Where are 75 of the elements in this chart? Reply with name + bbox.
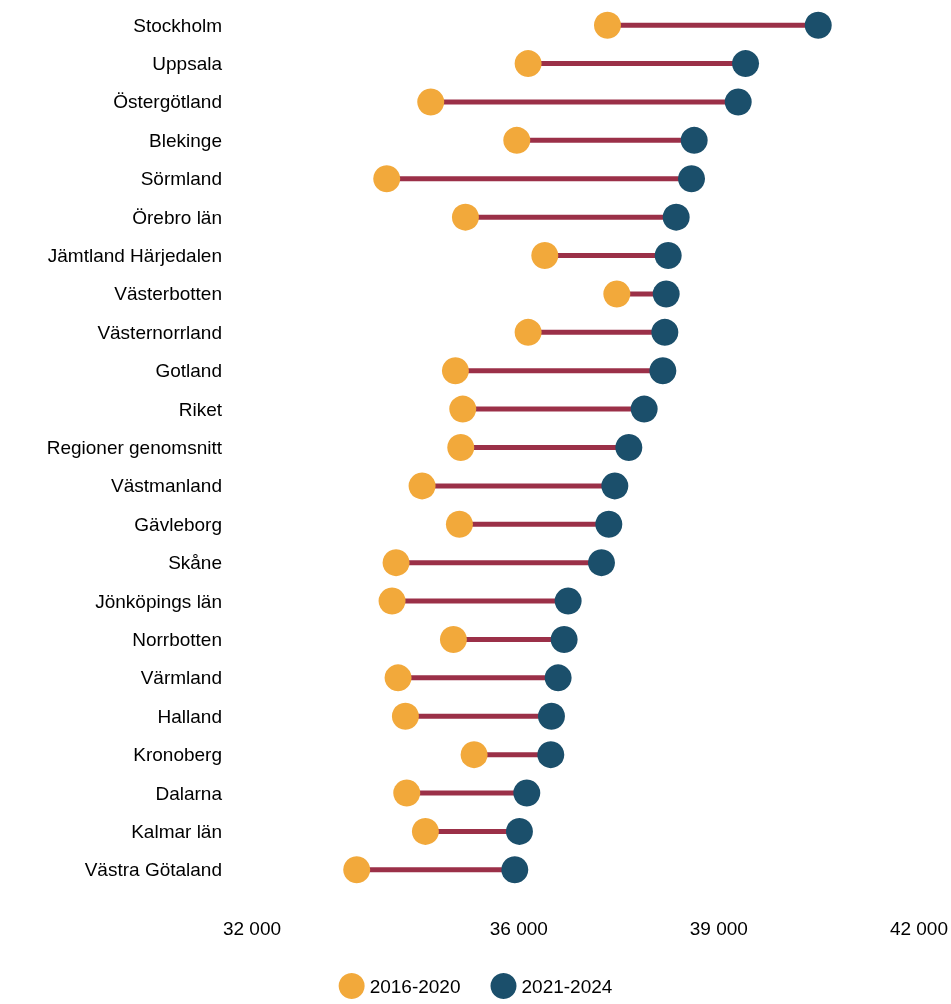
- y-tick-label: Västernorrland: [97, 321, 222, 343]
- y-tick-label: Stockholm: [133, 14, 222, 36]
- point: [449, 395, 477, 423]
- y-tick-label: Kalmar län: [131, 820, 222, 842]
- point: [652, 280, 680, 308]
- y-tick-label: Jönköpings län: [95, 590, 222, 612]
- point: [343, 856, 371, 884]
- point: [651, 318, 679, 346]
- point: [445, 510, 473, 538]
- y-tick-label: Kronoberg: [133, 744, 222, 766]
- point: [501, 856, 529, 884]
- legend-label: 2021-2024: [521, 975, 613, 997]
- y-tick-label: Värmland: [140, 667, 222, 689]
- point: [411, 817, 439, 845]
- point: [804, 11, 832, 39]
- point: [615, 434, 643, 461]
- point: [544, 664, 572, 692]
- point: [391, 702, 419, 730]
- point: [678, 165, 706, 193]
- point: [732, 50, 760, 78]
- point: [439, 625, 467, 653]
- y-tick-label: Jämtland Härjedalen: [47, 245, 222, 267]
- y-tick-label: Örebro län: [132, 206, 222, 228]
- point: [595, 510, 623, 538]
- x-tick-label: 39 000: [689, 918, 748, 939]
- y-tick-label: Västmanland: [111, 475, 222, 497]
- point: [384, 664, 412, 692]
- point: [378, 587, 406, 615]
- point: [531, 242, 559, 270]
- point: [514, 318, 542, 346]
- point: [537, 741, 565, 769]
- point: [382, 549, 410, 577]
- point: [373, 165, 401, 193]
- y-tick-label: Västra Götaland: [84, 859, 222, 881]
- point: [417, 88, 445, 116]
- point: [630, 395, 658, 423]
- x-tick-label: 32 000: [222, 918, 282, 939]
- point: [393, 779, 421, 807]
- point: [451, 203, 479, 231]
- point: [724, 88, 752, 116]
- point: [447, 434, 475, 461]
- y-tick-label: Sörmland: [140, 168, 222, 190]
- point: [601, 472, 629, 500]
- y-tick-label: Regioner genomsnitt: [46, 437, 223, 458]
- y-tick-label: Halland: [157, 705, 222, 727]
- x-tick-label: 36 000: [489, 918, 548, 939]
- y-tick-label: Gotland: [155, 360, 222, 382]
- point: [460, 741, 488, 769]
- point: [550, 625, 578, 653]
- point: [554, 587, 582, 615]
- legend-label: 2016-2020: [369, 975, 461, 997]
- y-tick-label: Blekinge: [149, 129, 222, 151]
- y-tick-label: Dalarna: [155, 782, 223, 804]
- point: [503, 126, 531, 154]
- point: [505, 817, 533, 845]
- y-tick-label: Uppsala: [152, 53, 223, 75]
- point: [662, 203, 690, 231]
- point: [537, 702, 565, 730]
- point: [514, 50, 542, 78]
- y-tick-label: Norrbotten: [132, 628, 222, 650]
- y-tick-label: Västerbotten: [114, 283, 222, 305]
- point: [408, 472, 436, 500]
- point: [680, 126, 708, 154]
- y-tick-label: Östergötland: [113, 91, 222, 113]
- point: [654, 242, 682, 270]
- y-tick-label: Riket: [178, 398, 223, 420]
- point: [603, 280, 631, 308]
- y-tick-label: Gävleborg: [134, 513, 222, 535]
- y-tick-label: Skåne: [168, 552, 222, 574]
- point: [649, 357, 677, 385]
- point: [441, 357, 469, 385]
- point: [588, 549, 615, 577]
- x-tick-label: 42 000: [889, 918, 949, 939]
- point: [594, 11, 621, 39]
- point: [513, 779, 541, 807]
